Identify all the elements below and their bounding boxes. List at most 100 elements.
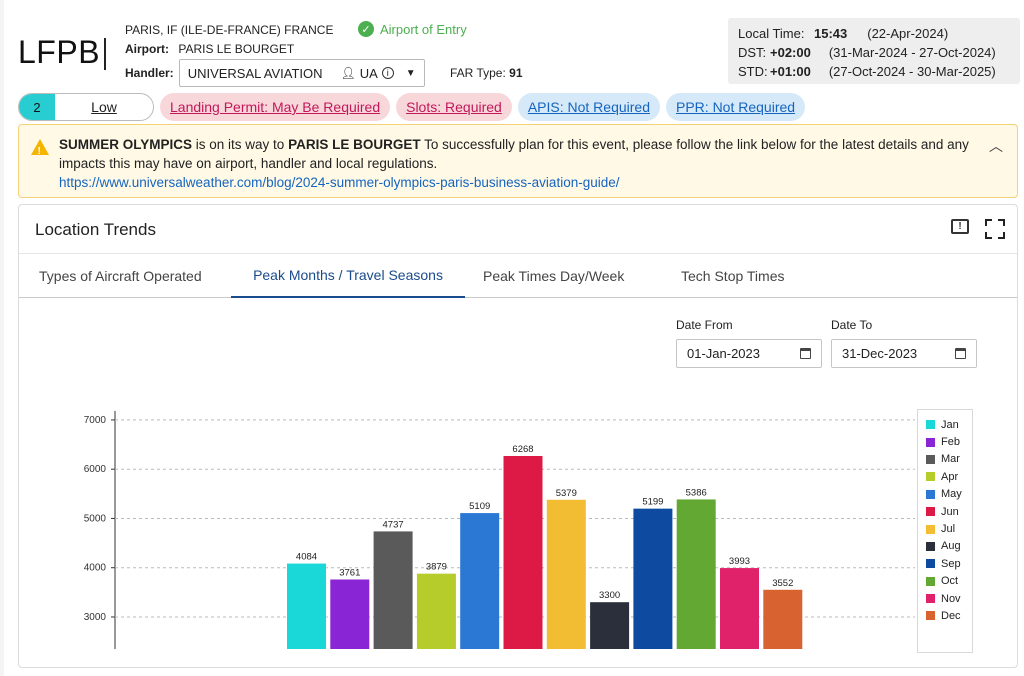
legend-item[interactable]: Nov bbox=[926, 590, 972, 607]
legend-swatch bbox=[926, 420, 935, 430]
bar-value-label: 4084 bbox=[296, 552, 317, 563]
entry-status: ✓ Airport of Entry bbox=[358, 21, 467, 37]
legend-item[interactable]: Aug bbox=[926, 538, 972, 555]
calendar-icon[interactable] bbox=[955, 348, 966, 359]
alert-body: To successfully plan for this event, ple… bbox=[59, 137, 969, 171]
date-to-value: 31-Dec-2023 bbox=[842, 346, 918, 361]
legend-swatch bbox=[926, 507, 935, 517]
date-from-input[interactable]: 01-Jan-2023 bbox=[676, 339, 822, 368]
bar-feb bbox=[330, 579, 370, 649]
bar-nov bbox=[720, 568, 759, 649]
feedback-button[interactable]: ! bbox=[951, 219, 971, 239]
bar-oct bbox=[676, 499, 716, 649]
airport-label: Airport: bbox=[125, 42, 169, 56]
calendar-icon[interactable] bbox=[800, 348, 811, 359]
std-value: +01:00 bbox=[770, 64, 811, 79]
date-from-label: Date From bbox=[676, 318, 733, 332]
legend-label: Oct bbox=[941, 575, 959, 588]
alert-link[interactable]: https://www.universalweather.com/blog/20… bbox=[59, 175, 620, 190]
dst-range: (31-Mar-2024 - 27-Oct-2024) bbox=[828, 45, 996, 60]
legend-item[interactable]: Jul bbox=[926, 520, 972, 537]
legend-label: Jul bbox=[941, 523, 956, 536]
alert-mid: is on its way to bbox=[192, 137, 289, 152]
y-tick-label: 6000 bbox=[84, 464, 107, 475]
legend-label: May bbox=[941, 488, 962, 501]
tab-peak-months[interactable]: Peak Months / Travel Seasons bbox=[231, 254, 465, 298]
bar-dec bbox=[763, 589, 803, 649]
trend-tabs: Types of Aircraft Operated Peak Months /… bbox=[19, 253, 1017, 298]
bar-value-label: 6268 bbox=[512, 444, 533, 455]
panel-title: Location Trends bbox=[35, 220, 156, 239]
chevron-down-icon: ▼ bbox=[405, 67, 416, 79]
info-icon[interactable]: i bbox=[381, 67, 394, 79]
chevron-up-icon[interactable]: ︿ bbox=[989, 138, 1003, 154]
bar-value-label: 5379 bbox=[556, 488, 577, 499]
ppr-pill[interactable]: PPR: Not Required bbox=[666, 93, 806, 121]
panel-icons: ! bbox=[951, 219, 1005, 239]
legend-swatch bbox=[926, 594, 935, 604]
bar-jun bbox=[503, 455, 543, 649]
legend-swatch bbox=[926, 576, 935, 586]
legend-swatch bbox=[926, 611, 935, 621]
landing-permit-pill[interactable]: Landing Permit: May Be Required bbox=[160, 93, 391, 121]
handler-abbrev: UA bbox=[359, 65, 378, 81]
legend-item[interactable]: Apr bbox=[926, 468, 972, 485]
bar-value-label: 3552 bbox=[772, 578, 793, 589]
dst-row: DST: +02:00 (31-Mar-2024 - 27-Oct-2024) bbox=[738, 43, 1010, 62]
entry-status-label: Airport of Entry bbox=[380, 21, 467, 37]
airport-code: LFPB bbox=[18, 34, 101, 70]
far-type-label: FAR Type: bbox=[450, 66, 506, 80]
tab-tech-stop[interactable]: Tech Stop Times bbox=[681, 268, 785, 284]
legend-item[interactable]: May bbox=[926, 486, 972, 503]
far-type: FAR Type: 91 bbox=[450, 66, 523, 80]
handler-name: UNIVERSAL AVIATION bbox=[187, 65, 323, 81]
warning-icon bbox=[31, 139, 49, 155]
local-time-row: Local Time: 15:43 (22-Apr-2024) bbox=[738, 24, 1010, 43]
risk-number: 2 bbox=[19, 94, 55, 120]
page: LFPB PARIS, IF (ILE-DE-FRANCE) FRANCE ✓ … bbox=[4, 0, 1024, 676]
legend-label: Jun bbox=[941, 505, 959, 518]
warning-mark: ! bbox=[37, 146, 41, 157]
legend-swatch bbox=[926, 472, 935, 482]
date-to-input[interactable]: 31-Dec-2023 bbox=[831, 339, 977, 368]
apis-pill[interactable]: APIS: Not Required bbox=[517, 93, 660, 121]
event-alert: ! SUMMER OLYMPICS is on its way to PARIS… bbox=[18, 124, 1018, 198]
bar-value-label: 5109 bbox=[469, 501, 490, 512]
legend-swatch bbox=[926, 524, 935, 534]
airport-name-row: Airport: PARIS LE BOURGET bbox=[125, 42, 294, 56]
tab-aircraft-types[interactable]: Types of Aircraft Operated bbox=[39, 268, 202, 284]
legend-label: Nov bbox=[941, 592, 961, 605]
person-icon: 👤︎ bbox=[340, 66, 356, 80]
risk-level-badge[interactable]: 2 Low bbox=[18, 93, 154, 121]
legend-item[interactable]: Jun bbox=[926, 503, 972, 520]
slots-pill[interactable]: Slots: Required bbox=[396, 93, 512, 121]
legend-label: Jan bbox=[941, 418, 959, 431]
legend-item[interactable]: Dec bbox=[926, 607, 972, 624]
legend-swatch bbox=[926, 489, 935, 499]
y-tick-label: 7000 bbox=[84, 415, 107, 426]
local-time-label: Local Time: bbox=[738, 26, 805, 41]
y-tick-label: 4000 bbox=[84, 563, 107, 574]
legend-label: Aug bbox=[941, 540, 961, 553]
legend-item[interactable]: Sep bbox=[926, 555, 972, 572]
legend-swatch bbox=[926, 559, 935, 569]
risk-level[interactable]: Low bbox=[91, 99, 117, 115]
bar-value-label: 3761 bbox=[339, 567, 360, 578]
y-tick-label: 3000 bbox=[84, 612, 107, 623]
alert-text: SUMMER OLYMPICS is on its way to PARIS L… bbox=[59, 135, 977, 173]
legend-item[interactable]: Oct bbox=[926, 573, 972, 590]
bar-value-label: 5386 bbox=[686, 487, 707, 498]
handler-select[interactable]: UNIVERSAL AVIATION 👤︎ UA i ▼ bbox=[178, 59, 425, 87]
fullscreen-icon[interactable] bbox=[985, 219, 1005, 239]
tab-peak-times[interactable]: Peak Times Day/Week bbox=[483, 268, 625, 284]
handler-row: Handler: UNIVERSAL AVIATION 👤︎ UA i ▼ bbox=[125, 59, 425, 87]
legend-item[interactable]: Mar bbox=[926, 451, 972, 468]
code-divider bbox=[104, 38, 106, 70]
legend-item[interactable]: Feb bbox=[926, 433, 972, 450]
bar-apr bbox=[416, 573, 456, 649]
check-circle-icon: ✓ bbox=[358, 21, 374, 37]
bar-value-label: 3879 bbox=[426, 562, 447, 573]
date-from-value: 01-Jan-2023 bbox=[687, 346, 760, 361]
legend-item[interactable]: Jan bbox=[926, 416, 972, 433]
bar-sep bbox=[633, 508, 673, 649]
